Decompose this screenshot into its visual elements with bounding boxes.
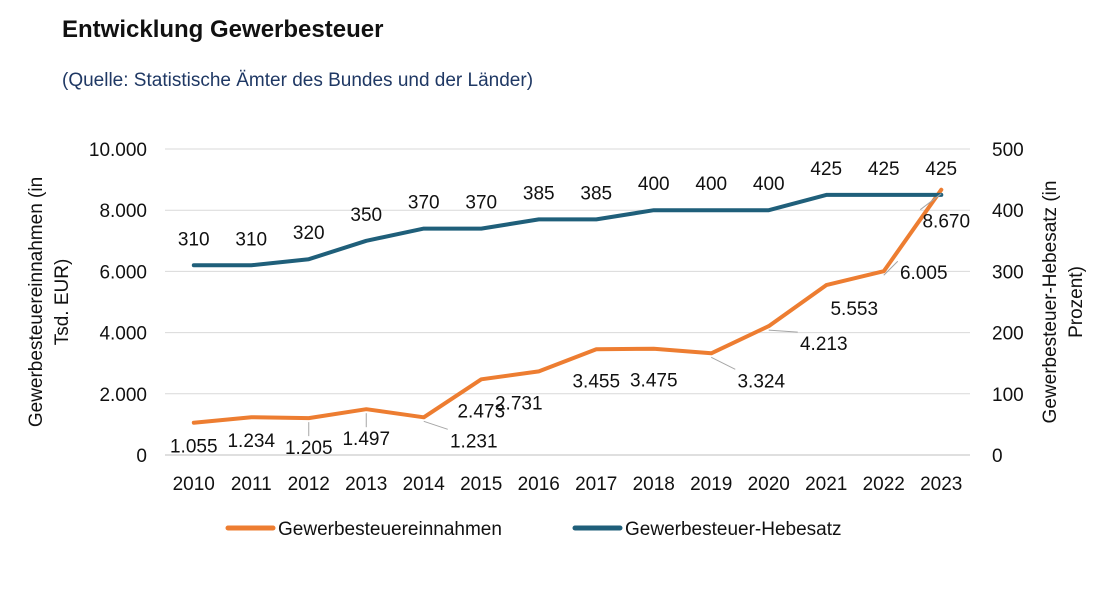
hebesatz-data-label: 310: [235, 229, 267, 250]
einnahmen-data-label: 3.455: [572, 371, 620, 392]
left-axis-title-line: Tsd. EUR): [52, 259, 73, 346]
einnahmen-data-label: 2.473: [457, 401, 505, 422]
hebesatz-data-label: 425: [868, 159, 900, 180]
einnahmen-series-line: [191, 187, 944, 425]
einnahmen-data-label: 1.055: [170, 437, 218, 458]
x-tick-label: 2023: [920, 474, 962, 495]
x-tick-label: 2012: [288, 474, 330, 495]
hebesatz-data-label: 370: [408, 193, 440, 214]
einnahmen-data-label: 1.231: [450, 431, 498, 452]
hebesatz-data-label: 350: [350, 205, 382, 226]
x-tick-label: 2011: [231, 474, 272, 495]
series-lines: [191, 187, 944, 425]
einnahmen-data-label: 1.497: [342, 429, 390, 450]
einnahmen-data-label: 2.731: [495, 393, 543, 414]
x-tick-label: 2018: [633, 474, 675, 495]
einnahmen-leader-line: [423, 420, 448, 430]
axis-titles: Gewerbesteuereinnahmen (in Tsd. EUR) Gewer…: [26, 177, 1087, 427]
hebesatz-series-line: [191, 192, 944, 268]
x-tick-label: 2022: [863, 474, 905, 495]
x-tick-label: 2013: [345, 474, 387, 495]
hebesatz-data-label: 385: [580, 183, 612, 204]
right-tick-label: 200: [992, 324, 1024, 345]
left-tick-label: 10.000: [89, 140, 147, 161]
einnahmen-leader-line: [711, 356, 736, 370]
right-axis-title: Gewerbesteuer-Hebesatz (in Prozent): [1040, 181, 1087, 424]
chart-title: Entwicklung Gewerbesteuer: [62, 16, 384, 43]
legend-label-hebesatz: Gewerbesteuer-Hebesatz: [625, 519, 842, 540]
left-tick-label: 4.000: [99, 324, 147, 345]
einnahmen-data-label: 5.553: [830, 299, 878, 320]
right-axis-ticks: 0 100 200 300 400 500: [992, 140, 1024, 467]
einnahmen-data-label: 1.234: [227, 431, 275, 452]
right-axis-title-line: Gewerbesteuer-Hebesatz (in: [1040, 181, 1061, 424]
x-tick-label: 2010: [173, 474, 215, 495]
hebesatz-data-label: 400: [695, 174, 727, 195]
x-tick-label: 2019: [690, 474, 732, 495]
hebesatz-data-label: 320: [293, 223, 325, 244]
hebesatz-data-label: 425: [925, 159, 957, 180]
x-tick-label: 2017: [575, 474, 617, 495]
hebesatz-data-label: 370: [465, 193, 497, 214]
x-tick-label: 2014: [403, 474, 446, 495]
einnahmen-data-label: 4.213: [800, 334, 848, 355]
einnahmen-data-label: 3.324: [737, 371, 785, 392]
x-tick-label: 2016: [518, 474, 560, 495]
left-tick-label: 8.000: [99, 201, 147, 222]
right-tick-label: 300: [992, 262, 1024, 283]
hebesatz-data-label: 385: [523, 183, 555, 204]
right-axis-title-line: Prozent): [1066, 266, 1087, 338]
x-tick-label: 2021: [805, 474, 847, 495]
einnahmen-leader-line: [919, 193, 942, 211]
right-tick-label: 0: [992, 446, 1003, 467]
data-labels: 310 310 320 350 370 370 385 385 400 400 400 425 425 4…: [170, 159, 970, 459]
x-axis-ticks: 2010 2011 2012 2013 2014 2015 2016 2017 2018 2019…: [173, 474, 963, 495]
hebesatz-data-label: 310: [178, 229, 210, 250]
right-tick-label: 100: [992, 385, 1024, 406]
x-tick-label: 2015: [460, 474, 502, 495]
legend: Gewerbesteuereinnahmen Gewerbesteuer-Hebe…: [225, 519, 842, 540]
einnahmen-leader-line: [883, 260, 899, 276]
hebesatz-data-label: 425: [810, 159, 842, 180]
left-tick-label: 6.000: [99, 262, 147, 283]
hebesatz-data-label: 400: [638, 174, 670, 195]
einnahmen-data-label: 6.005: [900, 263, 948, 284]
einnahmen-leader-line: [768, 329, 798, 333]
chart-subtitle: (Quelle: Statistische Ämter des Bundes u…: [62, 70, 534, 91]
gridlines: [165, 148, 970, 456]
einnahmen-data-label: 1.205: [285, 438, 333, 459]
left-tick-label: 2.000: [99, 385, 147, 406]
left-axis-title: Gewerbesteuereinnahmen (in Tsd. EUR): [26, 177, 73, 427]
left-axis-title-line: Gewerbesteuereinnahmen (in: [26, 177, 47, 427]
hebesatz-data-label: 400: [753, 174, 785, 195]
left-axis-ticks: 0 2.000 4.000 6.000 8.000 10.000: [89, 140, 147, 467]
legend-label-einnahmen: Gewerbesteuereinnahmen: [278, 519, 502, 540]
right-tick-label: 500: [992, 140, 1024, 161]
x-tick-label: 2020: [748, 474, 790, 495]
right-tick-label: 400: [992, 201, 1024, 222]
left-tick-label: 0: [136, 446, 147, 467]
einnahmen-data-label: 3.475: [630, 371, 678, 392]
einnahmen-data-label: 8.670: [922, 212, 970, 233]
